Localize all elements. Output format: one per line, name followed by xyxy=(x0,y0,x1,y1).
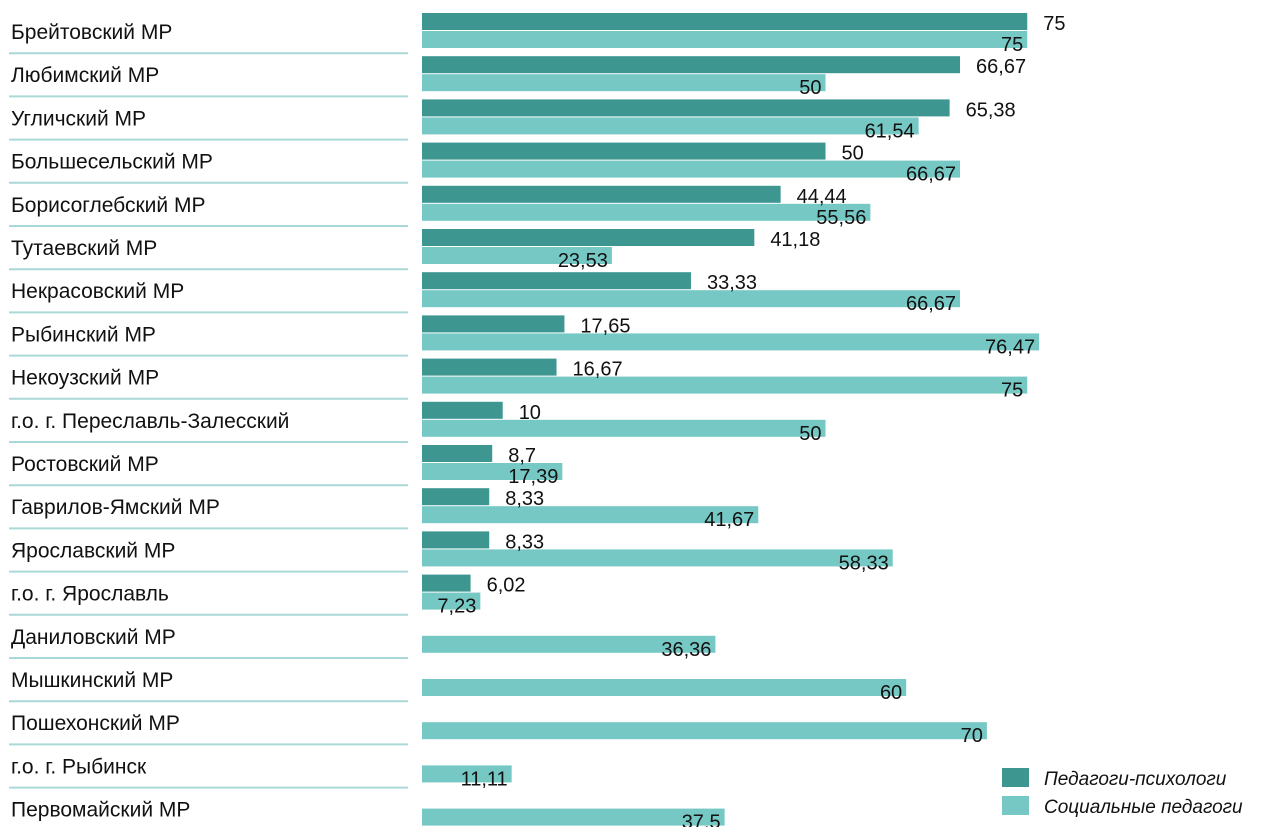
category-label: Некоузский МР xyxy=(11,367,159,390)
value-label-psychologists: 50 xyxy=(842,143,864,165)
value-label-social-pedagogues: 7,23 xyxy=(437,596,476,618)
category-label: Гаврилов-Ямский МР xyxy=(11,496,220,519)
category-label: г.о. г. Ярославль xyxy=(11,583,169,606)
category-label: Первомайский МР xyxy=(11,799,190,822)
value-label-psychologists: 66,67 xyxy=(976,56,1026,78)
value-label-psychologists: 75 xyxy=(1043,13,1065,35)
legend-label-social-pedagogues: Социальные педагоги xyxy=(1044,797,1243,818)
bar-social-pedagogues xyxy=(422,635,716,653)
bar-psychologists xyxy=(422,488,490,506)
bar-social-pedagogues xyxy=(422,549,893,567)
bar-social-pedagogues xyxy=(422,333,1040,351)
category-label: Тутаевский МР xyxy=(11,237,157,260)
value-label-social-pedagogues: 58,33 xyxy=(839,552,889,574)
category-label: Борисоглебский МР xyxy=(11,194,205,217)
value-label-psychologists: 44,44 xyxy=(797,186,847,208)
value-label-social-pedagogues: 23,53 xyxy=(558,250,608,272)
value-label-social-pedagogues: 11,11 xyxy=(461,768,508,790)
bar-social-pedagogues xyxy=(422,117,919,135)
value-label-psychologists: 6,02 xyxy=(487,575,526,597)
value-label-social-pedagogues: 76,47 xyxy=(985,336,1035,358)
value-label-social-pedagogues: 37,5 xyxy=(682,812,721,827)
legend-swatch-social-pedagogues xyxy=(1002,796,1029,815)
bar-psychologists xyxy=(422,229,755,246)
category-label: Брейтовский МР xyxy=(11,21,172,44)
value-label-social-pedagogues: 55,56 xyxy=(816,207,866,229)
value-label-social-pedagogues: 41,67 xyxy=(704,509,754,531)
value-label-psychologists: 16,67 xyxy=(573,359,623,381)
value-label-social-pedagogues: 50 xyxy=(799,77,821,99)
bar-social-pedagogues xyxy=(422,290,961,308)
bar-psychologists xyxy=(422,56,961,74)
value-label-psychologists: 41,18 xyxy=(770,229,820,251)
value-label-social-pedagogues: 70 xyxy=(961,725,983,747)
bar-social-pedagogues xyxy=(422,376,1028,394)
value-label-psychologists: 8,7 xyxy=(508,445,536,467)
value-label-psychologists: 8,33 xyxy=(505,531,544,553)
value-label-social-pedagogues: 66,67 xyxy=(906,164,956,186)
category-label: Ростовский МР xyxy=(11,453,159,476)
bar-social-pedagogues xyxy=(422,160,961,178)
bar-social-pedagogues xyxy=(422,722,987,740)
category-label: Даниловский МР xyxy=(11,626,176,649)
value-label-psychologists: 17,65 xyxy=(580,315,630,337)
category-label: Ярославский МР xyxy=(11,539,175,562)
bars xyxy=(422,13,1040,826)
value-label-social-pedagogues: 61,54 xyxy=(865,120,915,142)
value-label-social-pedagogues: 17,39 xyxy=(508,466,558,488)
row-separators xyxy=(9,52,408,789)
bar-psychologists xyxy=(422,99,950,117)
value-label-psychologists: 10 xyxy=(519,402,541,424)
category-label: г.о. г. Рыбинск xyxy=(11,755,147,778)
value-label-social-pedagogues: 75 xyxy=(1001,380,1023,402)
bar-psychologists xyxy=(422,13,1028,30)
bar-social-pedagogues xyxy=(422,808,725,826)
value-label-social-pedagogues: 66,67 xyxy=(906,293,956,315)
value-label-social-pedagogues: 50 xyxy=(799,423,821,445)
bar-social-pedagogues xyxy=(422,247,612,264)
category-labels: Брейтовский МР Любимский МР Угличский МР Бо… xyxy=(11,21,289,822)
bar-psychologists xyxy=(422,185,781,203)
value-label-psychologists: 8,33 xyxy=(505,488,544,510)
bar-social-pedagogues xyxy=(422,506,759,524)
bar-psychologists xyxy=(422,445,493,462)
bar-social-pedagogues xyxy=(422,203,871,221)
bar-psychologists xyxy=(422,315,565,333)
legend-swatch-psychologists xyxy=(1002,768,1029,787)
bar-social-pedagogues xyxy=(422,463,563,480)
legend-label-psychologists: Педагоги-психологи xyxy=(1044,769,1227,790)
bar-social-pedagogues xyxy=(422,419,826,437)
value-labels: 757566,675065,3861,545066,6744,4455,5641… xyxy=(437,13,1065,827)
bar-social-pedagogues xyxy=(422,31,1028,48)
category-label: Рыбинский МР xyxy=(11,323,156,346)
category-label: Любимский МР xyxy=(11,64,159,87)
category-label: г.о. г. Переславль-Залесский xyxy=(11,410,289,433)
category-label: Мышкинский МР xyxy=(11,669,173,692)
bar-psychologists xyxy=(422,401,503,419)
bar-psychologists xyxy=(422,574,471,592)
value-label-social-pedagogues: 36,36 xyxy=(661,639,711,661)
bar-psychologists xyxy=(422,358,557,376)
bar-psychologists xyxy=(422,272,691,290)
value-label-social-pedagogues: 75 xyxy=(1001,34,1023,56)
category-label: Некрасовский МР xyxy=(11,280,184,303)
category-label: Большесельский МР xyxy=(11,151,213,174)
bar-social-pedagogues xyxy=(422,679,907,696)
category-label: Угличский МР xyxy=(11,107,146,130)
bar-social-pedagogues xyxy=(422,765,512,783)
bar-psychologists xyxy=(422,531,490,549)
bar-social-pedagogues xyxy=(422,592,481,610)
value-label-social-pedagogues: 60 xyxy=(880,682,902,704)
legend: Педагоги-психологи Социальные педагоги xyxy=(1002,768,1243,818)
value-label-psychologists: 65,38 xyxy=(966,99,1016,121)
value-label-psychologists: 33,33 xyxy=(707,272,757,294)
bar-psychologists xyxy=(422,142,826,160)
category-label: Пошехонский МР xyxy=(11,712,180,735)
bar-social-pedagogues xyxy=(422,74,826,92)
